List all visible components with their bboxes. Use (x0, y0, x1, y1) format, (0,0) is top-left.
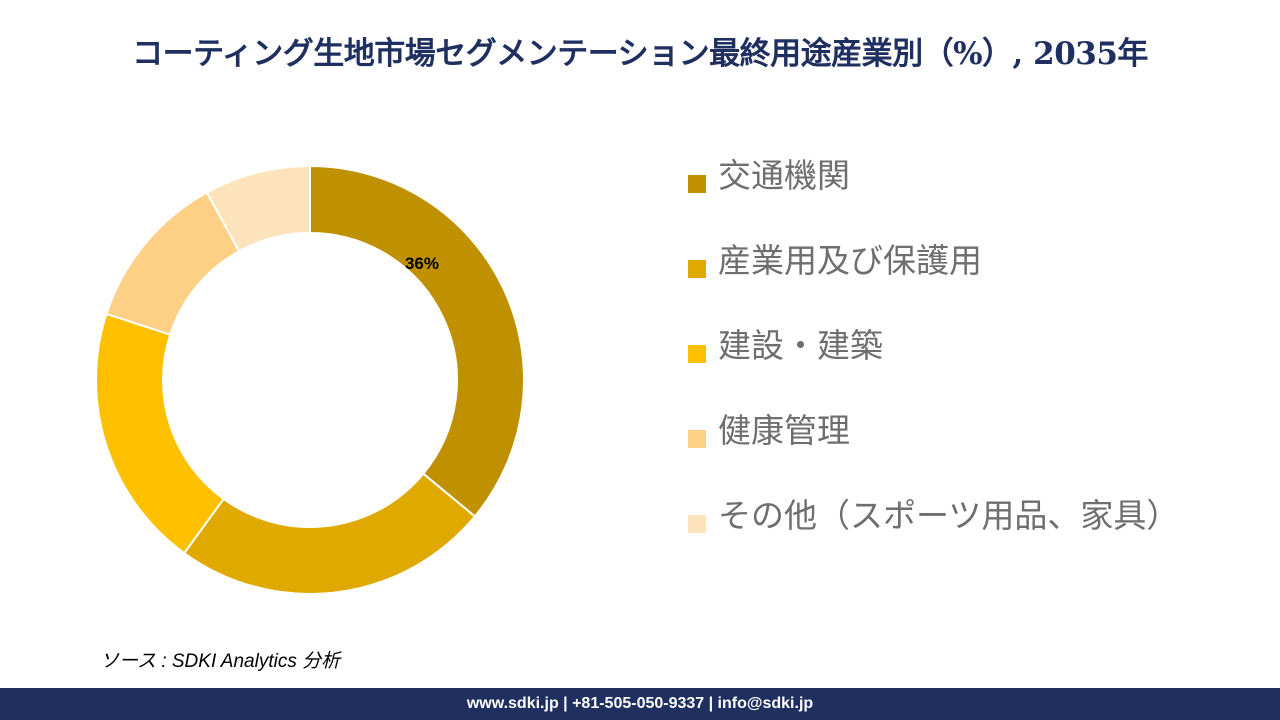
data-label-transportation: 36% (405, 254, 439, 273)
legend-label: 交通機関 (718, 156, 850, 195)
legend-swatch (688, 515, 706, 533)
legend-item-industrial-protective: 産業用及び保護用 (688, 235, 1168, 287)
legend-label: 建設・建築 (718, 326, 883, 365)
legend-label: その他（スポーツ用品、家具） (718, 496, 1180, 535)
chart-title: コーティング生地市場セグメンテーション最終用途産業別（%）, 2035年 (132, 36, 1148, 72)
legend-label: 健康管理 (718, 411, 850, 450)
legend-swatch (688, 430, 706, 448)
footer-contact-bar: www.sdki.jp | +81-505-050-9337 | info@sd… (0, 688, 1280, 720)
donut-slice-others (205, 164, 311, 253)
legend-item-construction: 建設・建築 (688, 320, 1168, 372)
legend-swatch (688, 345, 706, 363)
legend-swatch (688, 175, 706, 193)
donut-slice-construction (95, 312, 225, 555)
legend-swatch (688, 260, 706, 278)
donut-chart: 36% (95, 164, 525, 595)
donut-slice-industrial-protective (182, 472, 477, 595)
legend-label: 産業用及び保護用 (718, 241, 982, 280)
legend: 交通機関 産業用及び保護用 建設・建築 健康管理 その他（スポーツ用品、家具） (688, 150, 1180, 542)
source-note: ソース : SDKI Analytics 分析 (100, 651, 341, 672)
legend-item-others: その他（スポーツ用品、家具） (688, 490, 1180, 542)
donut-slice-transportation (309, 164, 525, 518)
legend-item-transportation: 交通機関 (688, 150, 1168, 202)
legend-item-healthcare: 健康管理 (688, 405, 1168, 457)
